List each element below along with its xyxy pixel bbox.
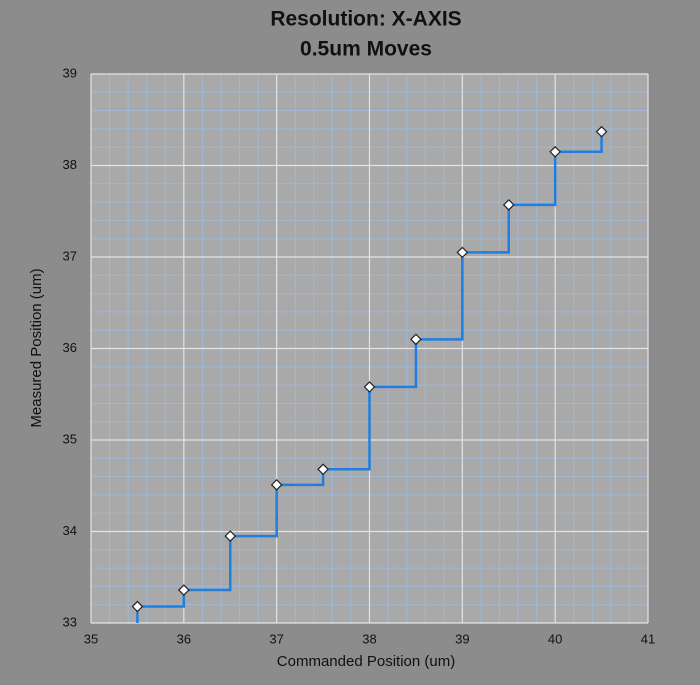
chart-title: Resolution: X-AXIS [270,8,461,31]
y-tick-label: 37 [63,248,77,263]
point-marker [131,600,144,613]
step-line [136,131,603,623]
y-tick-label: 34 [63,523,77,538]
point-marker [410,333,422,346]
point-marker [456,246,469,259]
point-marker [317,463,329,476]
point-marker [177,584,190,596]
point-marker [549,145,562,158]
point-marker [224,530,237,542]
y-axis-label: Measured Position (um) [28,268,45,427]
point-marker [270,478,283,491]
y-tick-label: 36 [63,340,77,355]
x-tick-label: 36 [177,631,191,646]
x-axis-label: Commanded Position (um) [277,653,455,670]
y-tick-label: 35 [63,431,77,446]
x-tick-label: 39 [455,631,469,646]
y-tick-label: 33 [63,614,77,629]
chart-subtitle: 0.5um Moves [300,38,432,61]
y-tick-label: 38 [63,157,77,172]
y-tick-label: 39 [63,65,77,80]
point-marker [595,125,608,138]
x-tick-label: 40 [548,631,562,646]
x-tick-label: 41 [641,631,655,646]
point-marker [363,381,376,393]
point-marker [502,198,515,211]
x-tick-label: 37 [269,631,283,646]
x-tick-label: 35 [84,631,98,646]
x-tick-label: 38 [362,631,376,646]
